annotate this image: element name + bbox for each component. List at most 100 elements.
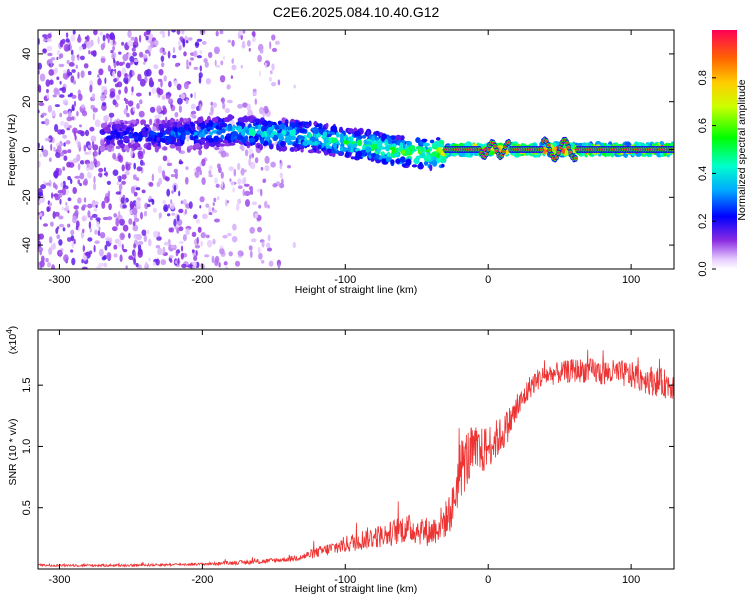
heatmap-cell (210, 105, 214, 114)
heatmap-cell (307, 122, 312, 127)
heatmap-cell (49, 202, 53, 207)
heatmap-cell (119, 232, 125, 241)
heatmap-cell (221, 180, 224, 188)
heatmap-cell (84, 252, 90, 257)
heatmap-cell (237, 178, 242, 185)
heatmap-cell (133, 44, 137, 48)
heatmap-cell (153, 39, 159, 47)
heatmap-cell (133, 162, 136, 170)
heatmap-cell (243, 183, 250, 187)
heatmap-cell (279, 172, 283, 179)
heatmap-cell (555, 155, 559, 159)
heatmap-cell (263, 131, 268, 137)
heatmap-cell (185, 98, 189, 105)
heatmap-cell (128, 75, 131, 82)
heatmap-cell (268, 260, 274, 267)
heatmap-cell (116, 94, 120, 101)
heatmap-cell (92, 112, 95, 121)
heatmap-cell (137, 241, 144, 245)
heatmap-cell (154, 115, 160, 119)
heatmap-cell (232, 187, 236, 193)
heatmap-cell (177, 257, 180, 265)
heatmap-cell (98, 226, 101, 231)
heatmap-cell (168, 227, 173, 233)
heatmap-cell (44, 118, 50, 126)
heatmap-cell (104, 244, 108, 251)
heatmap-cell (313, 120, 318, 126)
heatmap-cell (211, 117, 219, 123)
heatmap-cell (268, 76, 272, 82)
heatmap-cell (139, 159, 144, 166)
heatmap-cell (166, 162, 173, 167)
heatmap-cell (419, 161, 423, 167)
heatmap-cell (165, 95, 171, 100)
heatmap-cell (54, 67, 58, 74)
heatmap-cell (226, 200, 230, 204)
heatmap-cell (248, 115, 255, 122)
heatmap-cell (485, 152, 488, 156)
heatmap-cell (82, 204, 87, 208)
heatmap-cell (180, 140, 185, 145)
heatmap-cell (175, 249, 179, 257)
heatmap-cell (217, 196, 220, 201)
heatmap-cell (276, 143, 280, 151)
heatmap-cell (105, 135, 113, 141)
heatmap-cell (67, 149, 72, 154)
heatmap-cell (115, 191, 121, 195)
heatmap-cell (196, 55, 202, 59)
heatmap-cell (61, 188, 67, 196)
heatmap-cell (254, 98, 257, 105)
heatmap-cell (105, 236, 111, 242)
heatmap-cell (356, 139, 362, 146)
snr-x-axis: -300 -200 -100 0 100 (48, 330, 640, 586)
heatmap-cell (326, 149, 333, 153)
heatmap-cell (217, 118, 223, 123)
heatmap-cell (182, 199, 187, 206)
heatmap-cell (54, 124, 59, 132)
heatmap-cell (48, 69, 54, 76)
heatmap-cell (190, 103, 196, 110)
heatmap-cell (38, 246, 44, 253)
heatmap-cell (158, 69, 164, 76)
heatmap-cell (42, 34, 48, 38)
heatmap-cell (246, 40, 251, 47)
heatmap-cell (173, 218, 177, 227)
heatmap-cell (121, 41, 125, 46)
heatmap-cell (174, 62, 180, 68)
heatmap-cell (141, 128, 146, 132)
heatmap-cell (168, 98, 174, 105)
heatmap-cell (176, 30, 181, 35)
heatmap-cell (132, 221, 136, 227)
heatmap-cell (219, 143, 226, 147)
heatmap-cell (170, 244, 176, 249)
heatmap-cell (130, 123, 134, 128)
heatmap-cell (73, 239, 76, 245)
heatmap-cell (162, 51, 167, 56)
heatmap-cell (142, 162, 145, 166)
heatmap-cell (50, 221, 54, 227)
heatmap-cell (135, 177, 140, 182)
heatmap-cell (240, 145, 245, 152)
heatmap-cell (48, 236, 53, 244)
heatmap-cell (347, 136, 354, 143)
heatmap-cell (317, 144, 322, 150)
heatmap-cell (156, 236, 162, 241)
heatmap-cell (269, 41, 272, 50)
heatmap-cell (71, 69, 76, 73)
heatmap-cell (244, 135, 249, 141)
heatmap-cell (39, 250, 42, 256)
heatmap-cell (141, 130, 149, 136)
heatmap-cell (128, 255, 134, 260)
heatmap-cell (401, 163, 407, 168)
heatmap-cell (119, 218, 125, 226)
heatmap-cell (148, 91, 151, 96)
heatmap-cell (112, 226, 118, 232)
heatmap-cell (79, 124, 82, 128)
heatmap-cell (43, 38, 46, 42)
heatmap-cell (72, 215, 77, 224)
heatmap-cell (169, 144, 176, 149)
heatmap-cell (56, 76, 60, 81)
heatmap-cell (624, 141, 631, 148)
heatmap-cell (89, 216, 93, 221)
heatmap-cell (213, 102, 217, 108)
